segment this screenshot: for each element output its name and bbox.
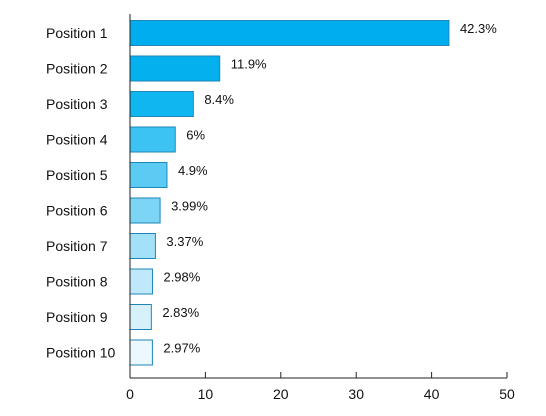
category-label-5: Position 5 xyxy=(46,167,108,183)
data-label-6: 3.99% xyxy=(171,199,208,214)
bar-9 xyxy=(129,304,152,330)
category-label-8: Position 8 xyxy=(46,274,108,290)
category-label-7: Position 7 xyxy=(46,238,108,254)
bar-10 xyxy=(129,339,153,366)
x-tick-label-50: 50 xyxy=(499,386,515,402)
category-label-1: Position 1 xyxy=(46,25,108,41)
bar-4 xyxy=(129,126,176,153)
data-label-8: 2.98% xyxy=(163,270,200,285)
data-label-9: 2.83% xyxy=(162,305,199,320)
x-axis-ticks: 0 10 20 30 40 50 xyxy=(126,372,515,402)
category-label-10: Position 10 xyxy=(46,345,115,361)
bar-5 xyxy=(129,162,168,188)
bar-6 xyxy=(129,197,161,224)
x-tick-label-40: 40 xyxy=(424,386,440,402)
data-label-2: 11.9% xyxy=(231,57,267,72)
category-label-3: Position 3 xyxy=(46,96,108,112)
bars-group xyxy=(129,20,450,366)
category-label-2: Position 2 xyxy=(46,61,108,77)
labels-group: Position 1 42.3% Position 2 11.9% Position 3… xyxy=(46,21,497,361)
x-tick-label-20: 20 xyxy=(273,386,289,402)
data-label-7: 3.37% xyxy=(166,234,203,249)
data-label-4: 6% xyxy=(186,128,205,143)
bar-2 xyxy=(129,55,221,82)
x-tick-label-10: 10 xyxy=(198,386,214,402)
bar-1 xyxy=(129,20,450,46)
data-label-5: 4.9% xyxy=(178,163,208,178)
category-label-4: Position 4 xyxy=(46,132,108,148)
x-tick-label-30: 30 xyxy=(348,386,364,402)
x-tick-label-0: 0 xyxy=(126,386,134,402)
bar-8 xyxy=(129,268,153,295)
data-label-10: 2.97% xyxy=(163,341,200,356)
data-label-3: 8.4% xyxy=(204,92,234,107)
bar-7 xyxy=(129,233,156,259)
category-label-9: Position 9 xyxy=(46,309,108,325)
data-label-1: 42.3% xyxy=(460,21,497,36)
category-label-6: Position 6 xyxy=(46,203,108,219)
bar-3 xyxy=(129,91,194,117)
